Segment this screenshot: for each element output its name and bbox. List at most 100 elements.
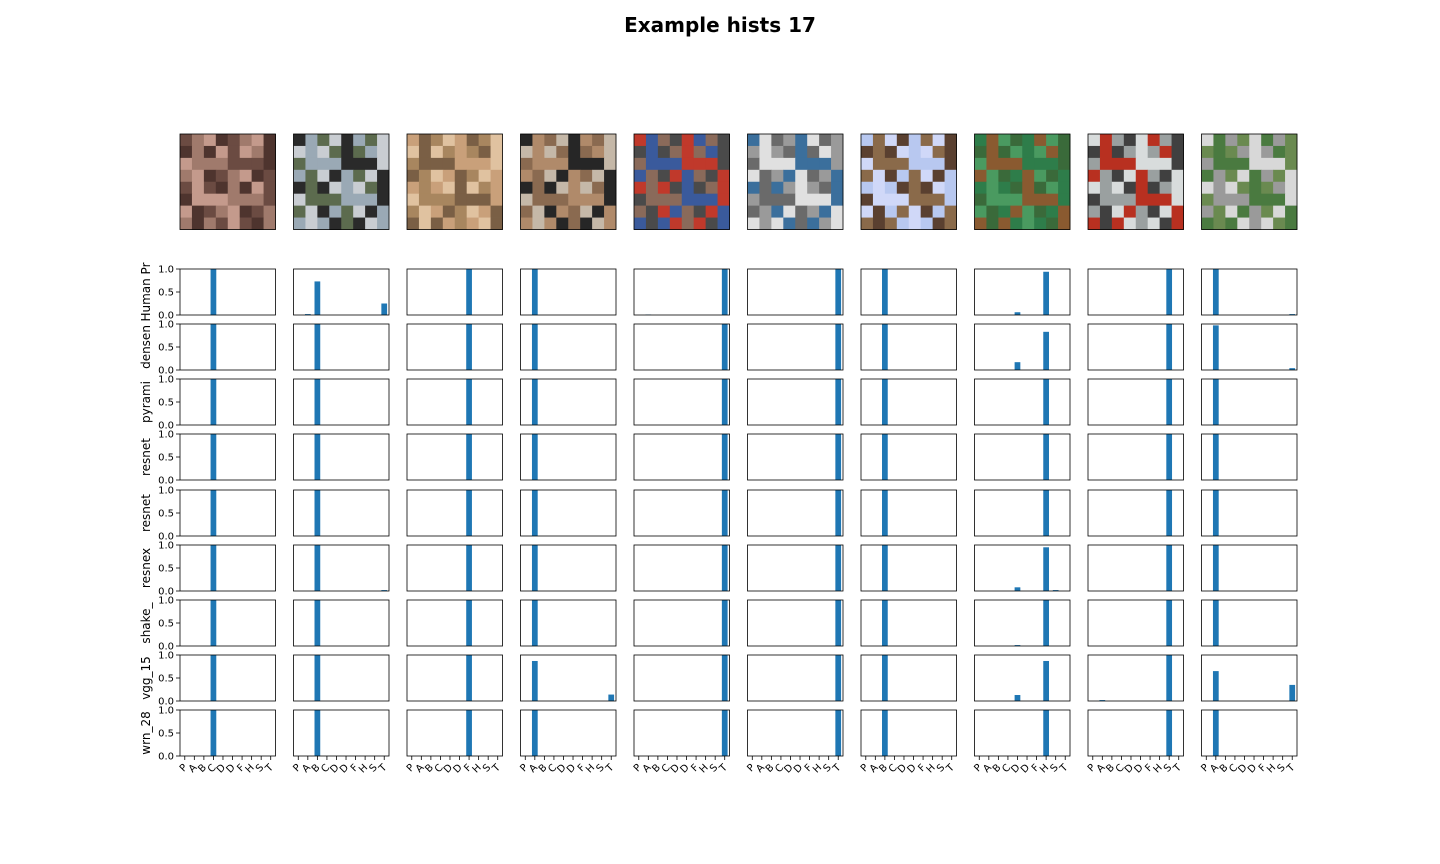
image-frame bbox=[633, 133, 730, 230]
image-pixel bbox=[807, 217, 820, 230]
image-pixel bbox=[717, 134, 730, 147]
image-pixel bbox=[920, 193, 934, 207]
axes-frame bbox=[293, 599, 390, 647]
image-pixel bbox=[920, 134, 934, 147]
image-pixel bbox=[908, 157, 922, 171]
image-pixel bbox=[1273, 157, 1286, 171]
image-pixel bbox=[932, 169, 945, 183]
axes-frame bbox=[406, 489, 503, 537]
y-tick-label: 0.0 bbox=[158, 366, 174, 377]
image-pixel bbox=[203, 169, 217, 183]
x-tick-label: D bbox=[565, 762, 578, 775]
image-pixel bbox=[1147, 157, 1161, 171]
histogram-axes bbox=[293, 323, 390, 371]
image-pixel bbox=[896, 181, 910, 195]
image-pixel bbox=[717, 145, 730, 159]
image-pixel bbox=[1088, 217, 1101, 230]
histogram-axes bbox=[747, 489, 844, 537]
histogram-bar bbox=[531, 710, 538, 756]
image-pixel bbox=[239, 145, 253, 159]
image-pixel bbox=[986, 169, 999, 183]
image-pixel bbox=[556, 145, 569, 159]
histogram-bar bbox=[531, 490, 538, 536]
image-pixel bbox=[1088, 145, 1101, 159]
row-label: resnet bbox=[139, 494, 153, 532]
axes-frame bbox=[1087, 709, 1184, 757]
image-pixel bbox=[191, 181, 205, 195]
image-pixel bbox=[657, 193, 671, 207]
histogram-axes bbox=[747, 654, 844, 702]
image-pixel bbox=[1135, 169, 1149, 183]
image-pixel bbox=[377, 205, 390, 218]
image-pixel bbox=[1273, 217, 1286, 230]
histogram-axes bbox=[520, 544, 617, 592]
image-pixel bbox=[1273, 134, 1286, 147]
image-pixel bbox=[717, 181, 730, 195]
image-pixel bbox=[544, 217, 557, 230]
y-tick-label: 1.0 bbox=[158, 651, 174, 662]
histogram-bar bbox=[466, 269, 472, 315]
y-tick-label: 0.0 bbox=[158, 532, 174, 543]
image-pixel bbox=[884, 193, 898, 207]
image-pixel bbox=[490, 145, 503, 159]
image-pixel bbox=[759, 193, 772, 207]
image-pixel bbox=[556, 169, 569, 183]
histogram-bar bbox=[835, 379, 842, 425]
image-pixel bbox=[896, 157, 910, 171]
image-pixel bbox=[1213, 217, 1226, 230]
image-pixel bbox=[466, 169, 480, 183]
image-pixel bbox=[974, 205, 987, 218]
image-pixel bbox=[341, 181, 354, 195]
image-pixel bbox=[227, 169, 241, 183]
image-pixel bbox=[1285, 134, 1298, 147]
image-pixel bbox=[1171, 134, 1184, 147]
image-pixel bbox=[353, 134, 366, 147]
histogram-bar bbox=[1043, 379, 1049, 425]
image-pixel bbox=[693, 205, 707, 218]
image-pixel bbox=[329, 134, 342, 147]
image-pixel bbox=[657, 181, 671, 195]
y-tick-label: 0.5 bbox=[158, 729, 174, 740]
image-pixel bbox=[251, 193, 264, 207]
histogram-axes bbox=[406, 268, 503, 316]
image-pixel bbox=[1171, 169, 1184, 183]
image-pixel bbox=[532, 193, 545, 207]
image-pixel bbox=[293, 134, 306, 147]
image-pixel bbox=[239, 134, 253, 147]
image-pixel bbox=[227, 145, 241, 159]
image-pixel bbox=[771, 193, 784, 207]
image-row bbox=[179, 133, 1298, 230]
image-pixel bbox=[568, 181, 581, 195]
image-pixel bbox=[305, 217, 318, 230]
image-pixel bbox=[1237, 134, 1250, 147]
image-pixel bbox=[1285, 157, 1298, 171]
histogram-axes bbox=[1087, 323, 1184, 371]
image-pixel bbox=[454, 181, 468, 195]
image-pixel bbox=[771, 205, 784, 218]
image-pixel bbox=[191, 217, 205, 230]
image-pixel bbox=[180, 169, 193, 183]
image-pixel bbox=[454, 217, 468, 230]
image-pixel bbox=[1171, 193, 1184, 207]
image-pixel bbox=[1123, 157, 1137, 171]
image-pixel bbox=[771, 157, 784, 171]
image-pixel bbox=[1111, 193, 1125, 207]
histogram-bar bbox=[835, 655, 842, 701]
histogram-bar bbox=[882, 600, 888, 646]
image-pixel bbox=[1022, 193, 1035, 207]
image-pixel bbox=[998, 181, 1011, 195]
image-pixel bbox=[592, 181, 605, 195]
image-pixel bbox=[466, 193, 480, 207]
histogram-bar bbox=[210, 379, 217, 425]
image-pixel bbox=[1159, 217, 1172, 230]
axes-frame bbox=[520, 654, 617, 702]
image-pixel bbox=[974, 157, 987, 171]
histogram-axes bbox=[633, 268, 730, 316]
image-pixel bbox=[681, 157, 695, 171]
image-pixel bbox=[1088, 169, 1101, 183]
image-pixel bbox=[861, 181, 874, 195]
y-tick-label: 1.0 bbox=[158, 375, 174, 386]
